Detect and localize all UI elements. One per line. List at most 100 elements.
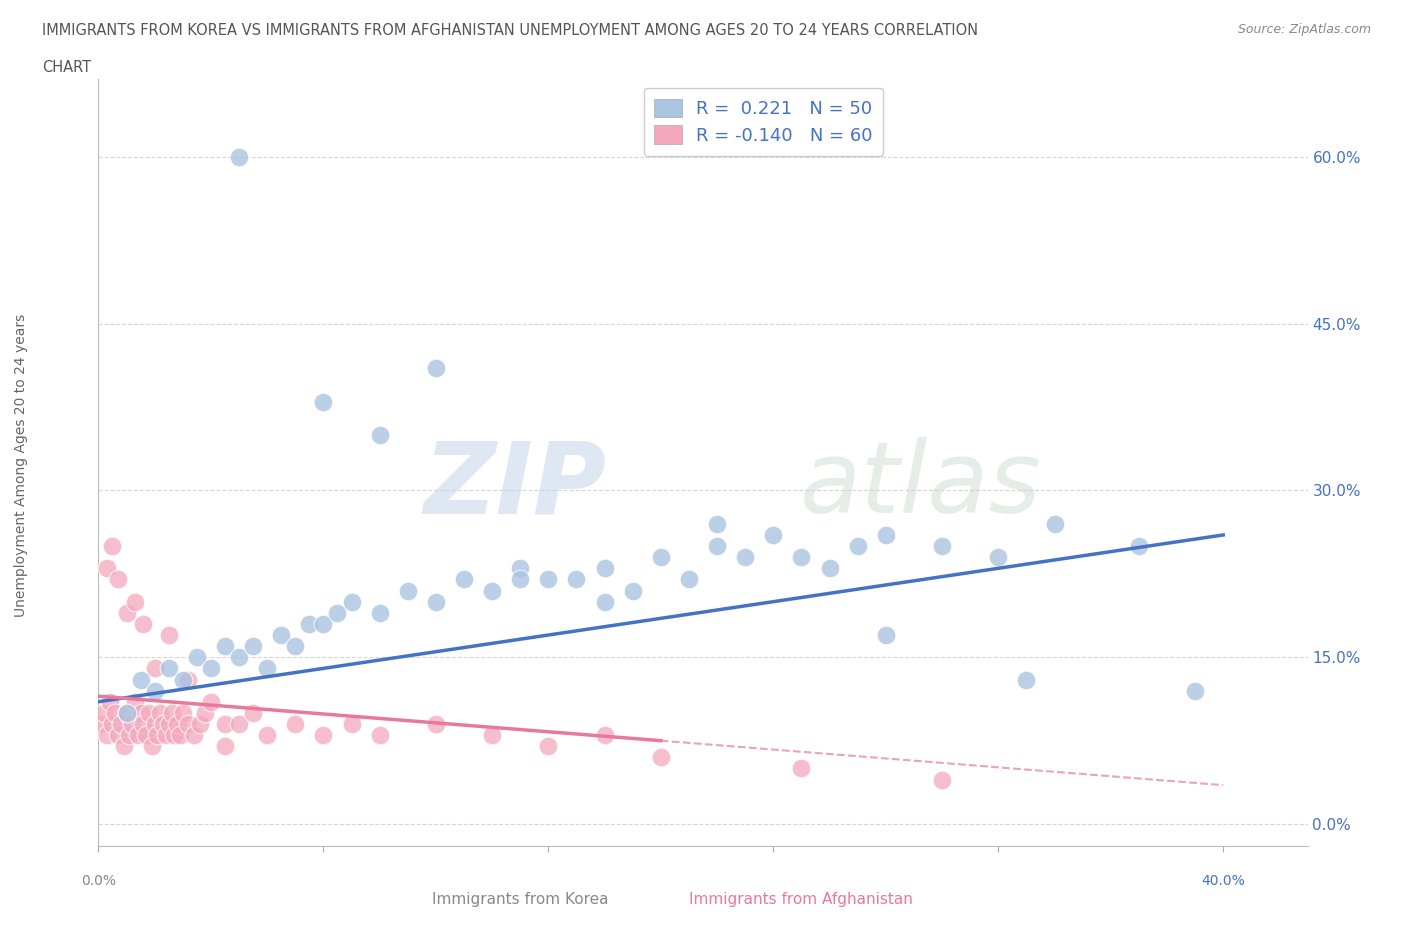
Point: [593, 727, 616, 742]
Point: [1043, 516, 1066, 531]
Text: Immigrants from Korea: Immigrants from Korea: [432, 892, 609, 907]
Point: [115, 605, 138, 620]
Point: [160, 706, 183, 721]
Point: [368, 727, 391, 742]
Point: [143, 684, 166, 698]
Point: [124, 695, 146, 710]
Point: [537, 738, 560, 753]
Point: [157, 716, 180, 731]
Point: [537, 572, 560, 587]
Point: [425, 716, 447, 731]
Point: [127, 727, 149, 742]
Point: [453, 572, 475, 587]
Point: [107, 572, 129, 587]
Point: [169, 727, 191, 742]
Text: ZIP: ZIP: [423, 437, 606, 534]
Point: [368, 605, 391, 620]
Point: [340, 716, 363, 731]
Point: [425, 361, 447, 376]
Point: [1015, 672, 1038, 687]
Point: [172, 672, 194, 687]
Point: [931, 538, 953, 553]
Point: [818, 561, 841, 576]
Point: [256, 727, 278, 742]
Point: [509, 572, 531, 587]
Point: [157, 628, 180, 643]
Point: [107, 727, 129, 742]
Point: [875, 527, 897, 542]
Point: [312, 617, 335, 631]
Point: [143, 716, 166, 731]
Point: [340, 594, 363, 609]
Point: [96, 727, 118, 742]
Point: [228, 716, 250, 731]
Point: [214, 716, 236, 731]
Point: [129, 706, 152, 721]
Text: CHART: CHART: [42, 60, 91, 75]
Text: Source: ZipAtlas.com: Source: ZipAtlas.com: [1237, 23, 1371, 36]
Point: [565, 572, 588, 587]
Point: [200, 695, 222, 710]
Point: [734, 550, 756, 565]
Point: [146, 727, 169, 742]
Point: [762, 527, 785, 542]
Point: [118, 727, 141, 742]
Point: [621, 583, 644, 598]
Point: [593, 561, 616, 576]
Point: [93, 706, 115, 721]
Point: [425, 594, 447, 609]
Point: [284, 639, 307, 654]
Point: [115, 706, 138, 721]
Point: [104, 706, 127, 721]
Point: [132, 716, 155, 731]
Point: [183, 727, 205, 742]
Text: atlas: atlas: [800, 437, 1042, 534]
Point: [242, 639, 264, 654]
Point: [481, 583, 503, 598]
Text: Unemployment Among Ages 20 to 24 years: Unemployment Among Ages 20 to 24 years: [14, 313, 28, 617]
Point: [256, 661, 278, 676]
Point: [157, 661, 180, 676]
Point: [115, 706, 138, 721]
Point: [101, 716, 124, 731]
Point: [228, 650, 250, 665]
Text: 40.0%: 40.0%: [1201, 874, 1246, 888]
Text: 0.0%: 0.0%: [82, 874, 115, 888]
Text: IMMIGRANTS FROM KOREA VS IMMIGRANTS FROM AFGHANISTAN UNEMPLOYMENT AMONG AGES 20 : IMMIGRANTS FROM KOREA VS IMMIGRANTS FROM…: [42, 23, 979, 38]
Point: [96, 561, 118, 576]
Point: [200, 661, 222, 676]
Point: [152, 716, 174, 731]
Point: [172, 706, 194, 721]
Point: [110, 716, 132, 731]
Point: [368, 428, 391, 443]
Point: [706, 516, 728, 531]
Point: [509, 561, 531, 576]
Point: [312, 727, 335, 742]
Point: [101, 538, 124, 553]
Point: [135, 727, 157, 742]
Point: [284, 716, 307, 731]
Point: [186, 650, 208, 665]
Point: [177, 672, 200, 687]
Point: [132, 617, 155, 631]
Point: [112, 738, 135, 753]
Point: [593, 594, 616, 609]
Point: [650, 550, 672, 565]
Point: [129, 672, 152, 687]
Point: [121, 716, 143, 731]
Point: [678, 572, 700, 587]
Point: [790, 550, 813, 565]
Point: [155, 727, 177, 742]
Point: [177, 716, 200, 731]
Point: [1128, 538, 1150, 553]
Point: [875, 628, 897, 643]
Legend: R =  0.221   N = 50, R = -0.140   N = 60: R = 0.221 N = 50, R = -0.140 N = 60: [644, 88, 883, 155]
Point: [987, 550, 1010, 565]
Point: [706, 538, 728, 553]
Point: [124, 594, 146, 609]
Point: [931, 772, 953, 787]
Point: [270, 628, 292, 643]
Point: [846, 538, 869, 553]
Point: [194, 706, 217, 721]
Point: [149, 706, 172, 721]
